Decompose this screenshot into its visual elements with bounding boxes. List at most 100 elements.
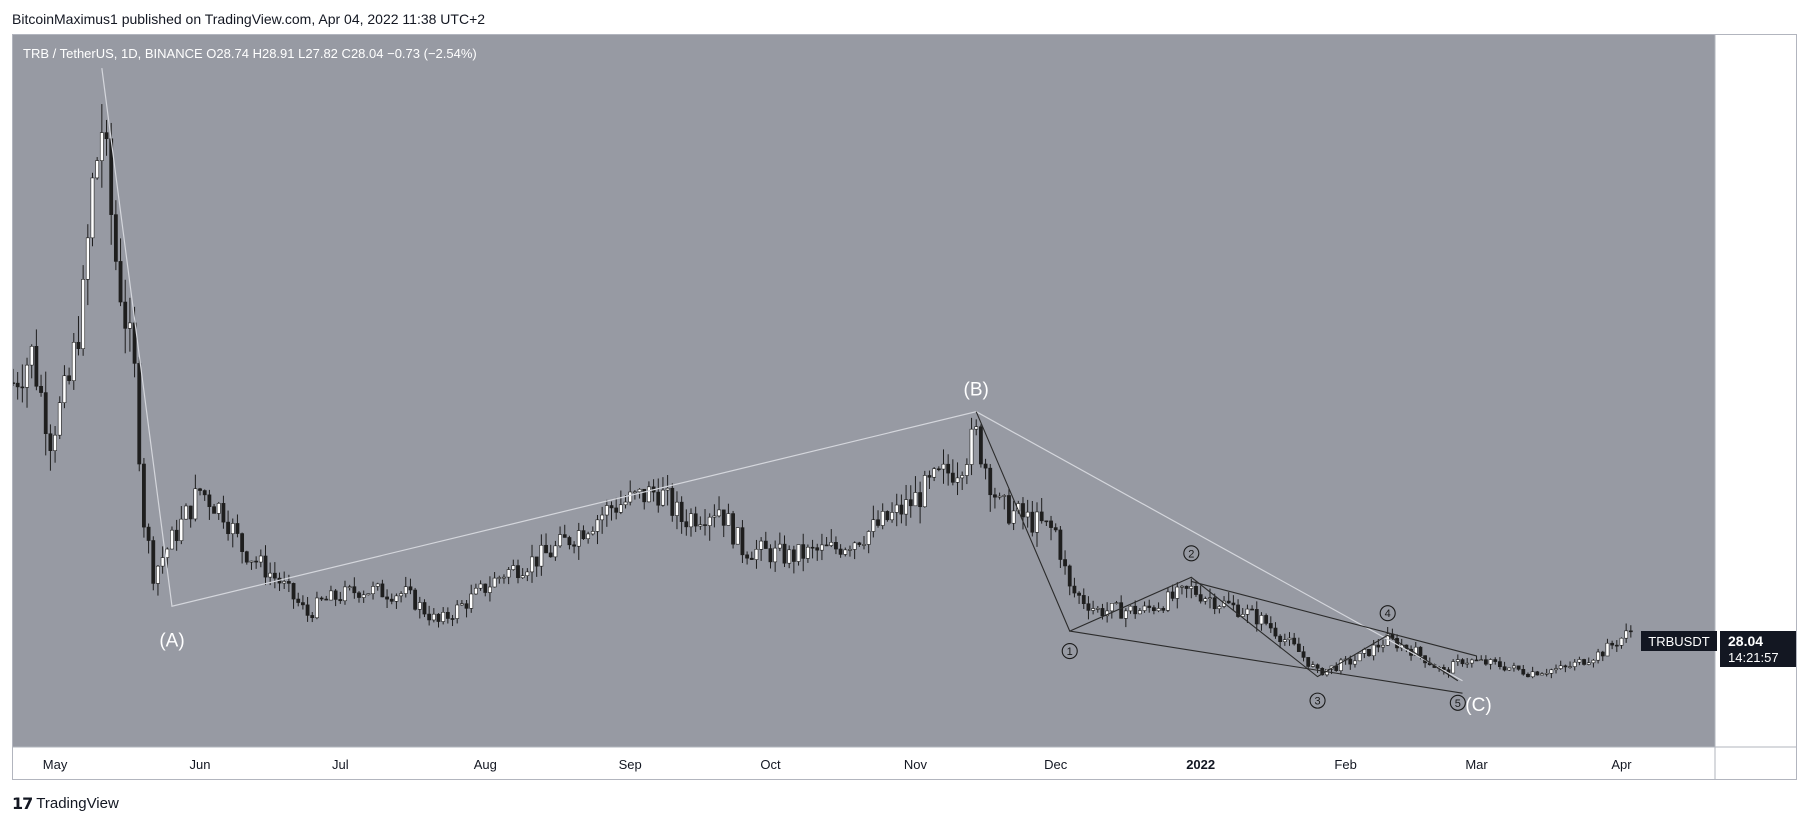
candle-body: [160, 557, 165, 567]
legend-open-value: 28.74: [216, 46, 249, 61]
candle-body: [85, 237, 90, 280]
impulse-wave-line[interactable]: [975, 411, 1459, 682]
candle-body: [1166, 591, 1170, 611]
candle-body: [684, 521, 689, 528]
candle-body: [1203, 598, 1208, 602]
candle-body: [1067, 565, 1072, 587]
candle-body: [357, 592, 361, 598]
candle-body: [305, 604, 310, 616]
wave-overlay[interactable]: [101, 68, 1477, 694]
candle-body: [707, 516, 712, 526]
price-chart[interactable]: 10.0020.0030.0040.0050.0060.0070.0080.00…: [13, 35, 1797, 780]
candle-body: [810, 546, 815, 549]
candle-body: [908, 499, 913, 507]
candle-body: [427, 613, 432, 621]
candle-body: [520, 575, 525, 579]
candle-body: [464, 603, 469, 609]
candle-body: [1226, 600, 1231, 604]
wedge-upper-line[interactable]: [1191, 580, 1477, 657]
time-tick-label: Aug: [474, 757, 497, 772]
candle-body: [590, 531, 595, 535]
candle-body: [1100, 608, 1105, 617]
candle-body: [693, 513, 698, 527]
candle-body: [581, 530, 586, 540]
candle-body: [834, 542, 838, 550]
candle-body: [1371, 644, 1376, 657]
candle-body: [478, 583, 483, 589]
candle-body: [712, 515, 717, 518]
price-axis[interactable]: 10.0020.0030.0040.0050.0060.0070.0080.00…: [1727, 36, 1767, 713]
time-tick-label: 2022: [1186, 757, 1215, 772]
candle-body: [1058, 529, 1063, 560]
wave-labels: (A) (B) (C) 1 2 3 4 5: [159, 380, 1491, 716]
candle-body: [1011, 510, 1016, 524]
candle-body: [1217, 606, 1222, 610]
candle-body: [1600, 651, 1605, 657]
candle-body: [249, 560, 254, 563]
candle-body: [1610, 642, 1615, 646]
candle-body: [399, 593, 403, 597]
candle-body: [1628, 630, 1633, 633]
candle-body: [53, 434, 57, 451]
candle-body: [1287, 637, 1292, 640]
candle-body: [572, 544, 576, 547]
candle-body: [13, 382, 15, 385]
candle-body: [333, 590, 338, 600]
candle-body: [1128, 605, 1133, 612]
candle-body: [1198, 594, 1203, 602]
candle-body: [974, 426, 979, 430]
candle-body: [1395, 638, 1399, 649]
candle-body: [375, 583, 380, 587]
candle-body: [1493, 659, 1498, 662]
candle-body: [838, 548, 843, 555]
candle-body: [950, 472, 955, 483]
candle-body: [1282, 639, 1287, 642]
corner-cell: [1715, 747, 1796, 779]
candle-body: [876, 519, 880, 526]
time-tick-label: Jun: [190, 757, 211, 772]
wave-label-2: 2: [1188, 548, 1194, 560]
price-tick-label: 100.00: [1727, 326, 1767, 341]
candle-body: [558, 534, 562, 547]
time-scale-background[interactable]: [13, 747, 1715, 780]
candle-body: [474, 587, 478, 595]
candle-body: [361, 594, 366, 598]
wedge-lower-line[interactable]: [1069, 630, 1463, 694]
candle-body: [862, 544, 866, 546]
candle-body: [595, 519, 600, 532]
time-axis[interactable]: May Jun Jul Aug Sep Oct Nov Dec 2022 Feb Mar Apr: [43, 757, 1632, 772]
candle-body: [118, 261, 123, 303]
candle-body: [749, 557, 754, 560]
candle-body: [763, 540, 768, 549]
candle-body: [216, 503, 221, 514]
candle-body: [1367, 648, 1371, 657]
candle-body: [1577, 659, 1582, 663]
candle-body: [286, 581, 291, 584]
candle-body: [268, 572, 273, 578]
tradingview-brand[interactable]: TradingView: [36, 795, 119, 812]
candle-body: [871, 519, 876, 532]
plot-background: [13, 35, 1715, 747]
chart-frame[interactable]: 10.0020.0030.0040.0050.0060.0070.0080.00…: [12, 34, 1797, 780]
price-tick-label: 60.00: [1727, 492, 1760, 507]
abc-wave-line[interactable]: [101, 68, 1463, 682]
time-tick-label: Mar: [1465, 757, 1488, 772]
candle-body: [212, 506, 216, 514]
candle-body: [1605, 642, 1610, 657]
candle-body: [604, 505, 609, 516]
candle-body: [731, 513, 735, 545]
candle-body: [922, 475, 927, 508]
candle-body: [1339, 659, 1343, 671]
candle-body: [1044, 520, 1049, 523]
candle-body: [1530, 671, 1535, 678]
candle-body: [1002, 495, 1007, 497]
candle-body: [123, 301, 128, 329]
price-scale-background[interactable]: [1716, 35, 1797, 747]
candle-body: [137, 363, 142, 465]
candle-body: [1540, 673, 1544, 676]
candle-body: [291, 583, 296, 600]
tradingview-logo-icon[interactable]: 17: [12, 794, 33, 813]
wave-label-A: (A): [159, 630, 184, 651]
candle-body: [1479, 659, 1484, 661]
candle-body: [941, 463, 946, 470]
